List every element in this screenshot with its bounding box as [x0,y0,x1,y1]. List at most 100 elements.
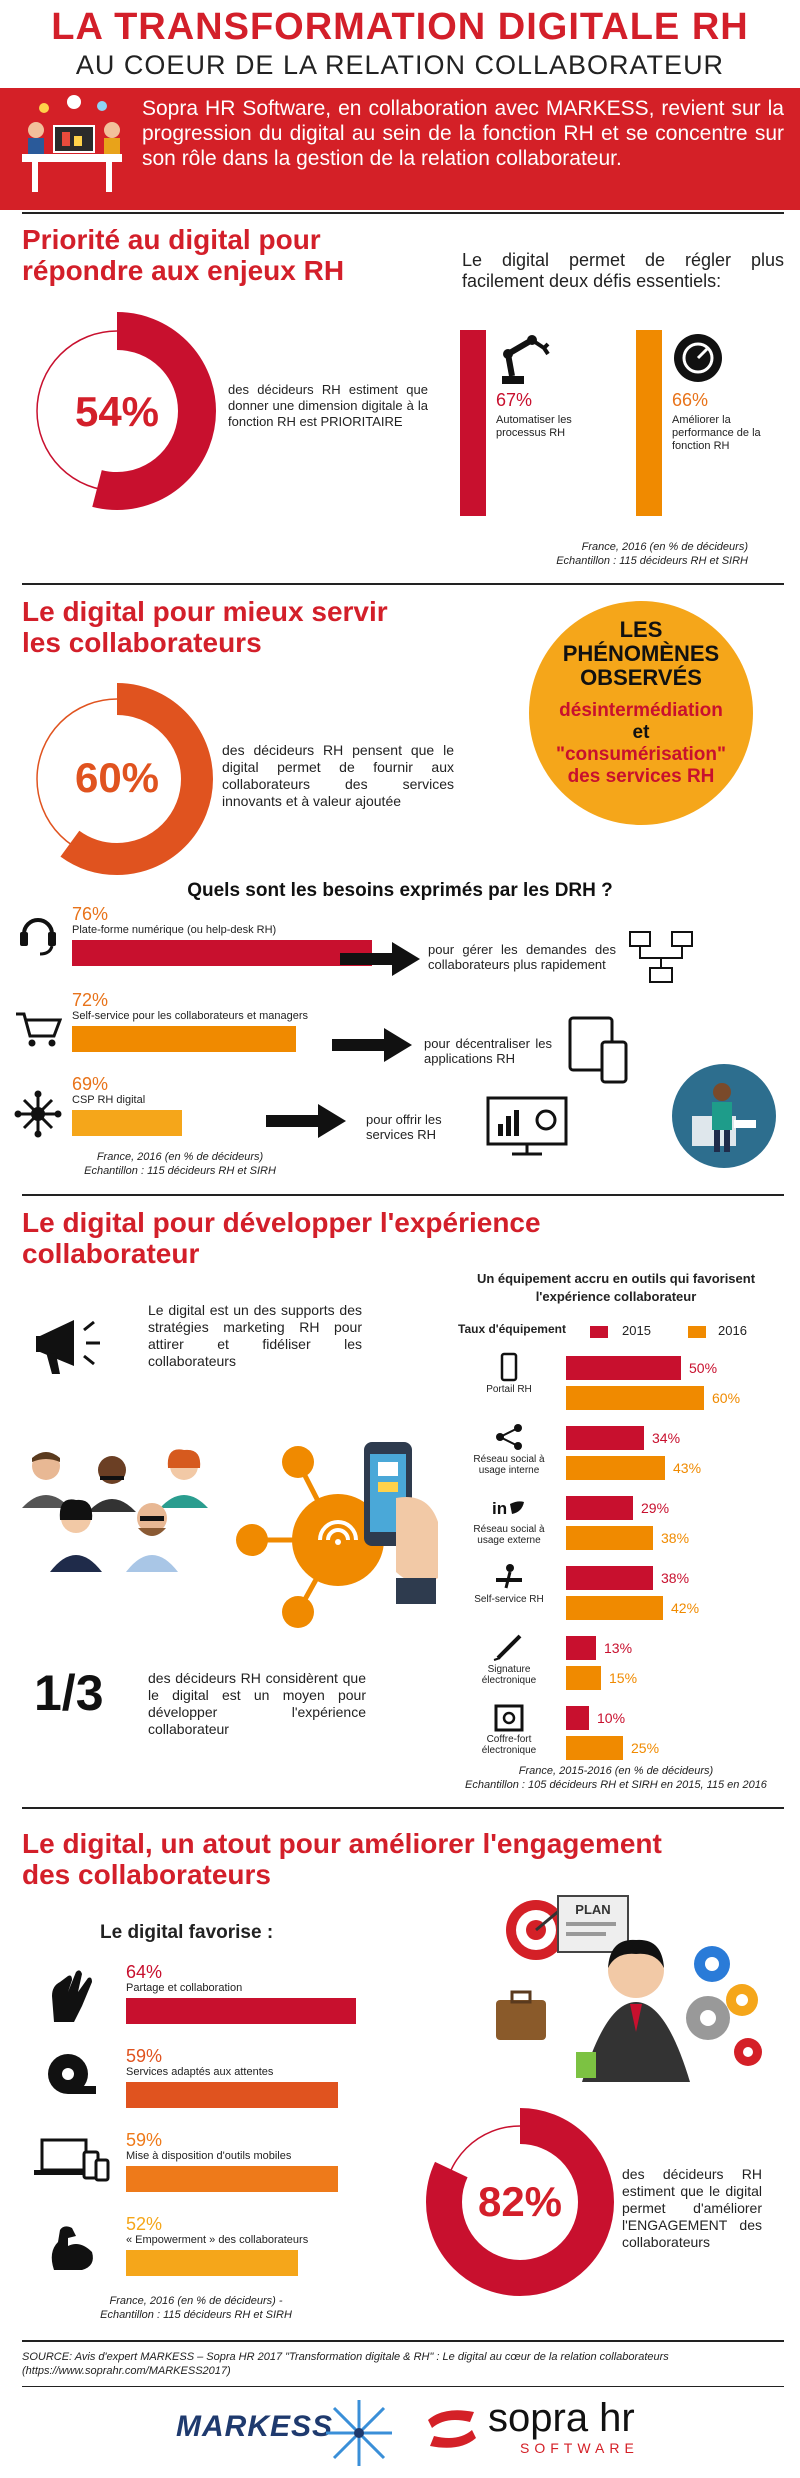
donut-60-label: 60% [74,754,160,801]
divider-6 [22,2386,784,2387]
legend-2016-label: 2016 [718,1323,747,1338]
chart-bar-2016 [566,1736,623,1760]
need-2-bar [72,1026,296,1052]
fav-3-bar [126,2166,338,2192]
equipment-chart: Portail RH 50% 60% Réseau social à usage in… [0,0,800,1760]
challenge-1-label: Automatiser les processus RH [496,414,572,439]
donut-54-label: 54% [74,388,160,435]
section1-note: France, 2016 (en % de décideurs) Echantil… [556,541,748,567]
favorise-title: Le digital favorise : [100,1922,274,1943]
challenge-2-label: Améliorer la performance de la fonction … [672,414,761,452]
chart-bar-2015 [566,1636,596,1660]
mobile-devices-icon [34,2138,110,2182]
arrow-1 [340,942,420,976]
challenge-2-pct: 66% [672,390,709,410]
chart-bar-2016 [566,1386,704,1410]
share-icon [496,1424,522,1450]
needs-title: Quels sont les besoins exprimés par les … [187,880,613,901]
devices-icon [568,1016,628,1084]
donut-60 [21,683,213,875]
intro-banner [0,88,800,210]
challenge-1-pct: 67% [496,390,533,410]
fav-2-label: Services adaptés aux attentes [126,2066,274,2078]
pen-icon [493,1634,522,1661]
legend-2015-label: 2015 [622,1323,651,1338]
chart-data-label: 25% [631,1740,660,1756]
need-3-pct: 69% [72,1074,109,1094]
section2-note: France, 2016 (en % de décideurs) Echantil… [84,1151,276,1177]
chart-bar-2016 [566,1456,665,1480]
chart-data-label: 34% [652,1430,681,1446]
section1-title: Priorité au digital pour répondre aux enj… [22,224,345,286]
chart-bar-2015 [566,1706,589,1730]
measuring-tape-icon [48,2054,96,2094]
smartphone-icon [500,1352,518,1382]
chart-bar-2016 [566,1596,663,1620]
fav-2-bar [126,2082,338,2108]
fav-3-label: Mise à disposition d'outils mobiles [126,2150,292,2162]
divider-2 [22,583,784,585]
network-icon [14,1090,62,1138]
need-2-outcome: pour décentraliser les applications RH [424,1036,552,1066]
worker-avatar [672,1064,776,1168]
chart-category-label: Signature électronique [481,1664,537,1686]
need-2-pct: 72% [72,990,109,1010]
fav-1-pct: 64% [126,1962,163,1982]
chart-data-label: 60% [712,1390,741,1406]
phenomena-text: LES PHÉNOMÈNES OBSERVÉS désintermédiatio… [555,617,727,788]
smartphone-wifi-icon [236,1442,438,1628]
fav-4-bar [126,2250,298,2276]
svg-text:in: in [492,1499,507,1518]
divider-1 [22,212,784,214]
fav-2-pct: 59% [126,2046,163,2066]
chart-bar-2016 [566,1666,601,1690]
donut-54-text: des décideurs RH estiment que donner une… [228,382,428,429]
section4-title: Le digital, un atout pour améliorer l'en… [22,1828,662,1890]
section4-note: France, 2016 (en % de décideurs) - Echant… [100,2295,292,2321]
chart-data-label: 10% [597,1710,626,1726]
hands-icon [52,1970,92,2022]
sopra-hr-logo: sopra hr [488,2396,635,2440]
challenge-bar-2 [636,330,662,516]
chart-data-label: 42% [671,1600,700,1616]
chart-category-label: Coffre-fort électronique [481,1734,537,1756]
donut-60-text: des décideurs RH pensent que le digital … [222,742,454,809]
one-third-text: des décideurs RH considèrent que le digi… [148,1670,366,1737]
chart-data-label: 29% [641,1500,670,1516]
main-subtitle: AU COEUR DE LA RELATION COLLABORATEUR [75,50,725,80]
source-text: SOURCE: Avis d'expert MARKESS – Sopra HR… [22,2351,669,2377]
need-3-bar [72,1110,182,1136]
safe-icon [494,1704,524,1732]
chart-category-label: Réseau social à usage interne [473,1454,545,1476]
bicep-icon [51,2226,93,2270]
section3-note: France, 2015-2016 (en % de décideurs) Ech… [465,1765,767,1791]
gauge-icon [674,334,722,382]
cart-icon [16,1012,62,1047]
divider-3 [22,1194,784,1196]
need-3-outcome: pour offrir les services RH [366,1112,442,1142]
markess-star-icon [326,2400,392,2466]
chart-data-label: 38% [661,1570,690,1586]
businessman-illustration: PLAN [496,1895,762,2082]
chart-data-label: 15% [609,1670,638,1686]
fav-4-label: « Empowerment » des collaborateurs [126,2234,309,2246]
fav-3-pct: 59% [126,2130,163,2150]
megaphone-icon [36,1320,100,1374]
donut-54 [18,312,216,510]
arrow-2 [332,1028,412,1062]
donut-82-text: des décideurs RH estiment que le digital… [622,2166,762,2250]
computer-network-icon [629,931,693,983]
need-1-pct: 76% [72,904,109,924]
fav-1-bar [126,1998,356,2024]
legend-2015-swatch [590,1326,608,1338]
main-title: LA TRANSFORMATION DIGITALE RH [51,6,749,48]
chart-bar-2015 [566,1496,633,1520]
fav-4-pct: 52% [126,2214,163,2234]
fav-1-label: Partage et collaboration [126,1982,243,1994]
challenges-text: Le digital permet de régler plus facilem… [462,250,784,291]
robot-arm-icon [502,335,550,384]
section3-title: Le digital pour développer l'expérience c… [22,1207,541,1269]
arrow-3 [266,1104,346,1138]
sopra-logo-icon [428,2410,476,2448]
people-group [22,1449,208,1572]
